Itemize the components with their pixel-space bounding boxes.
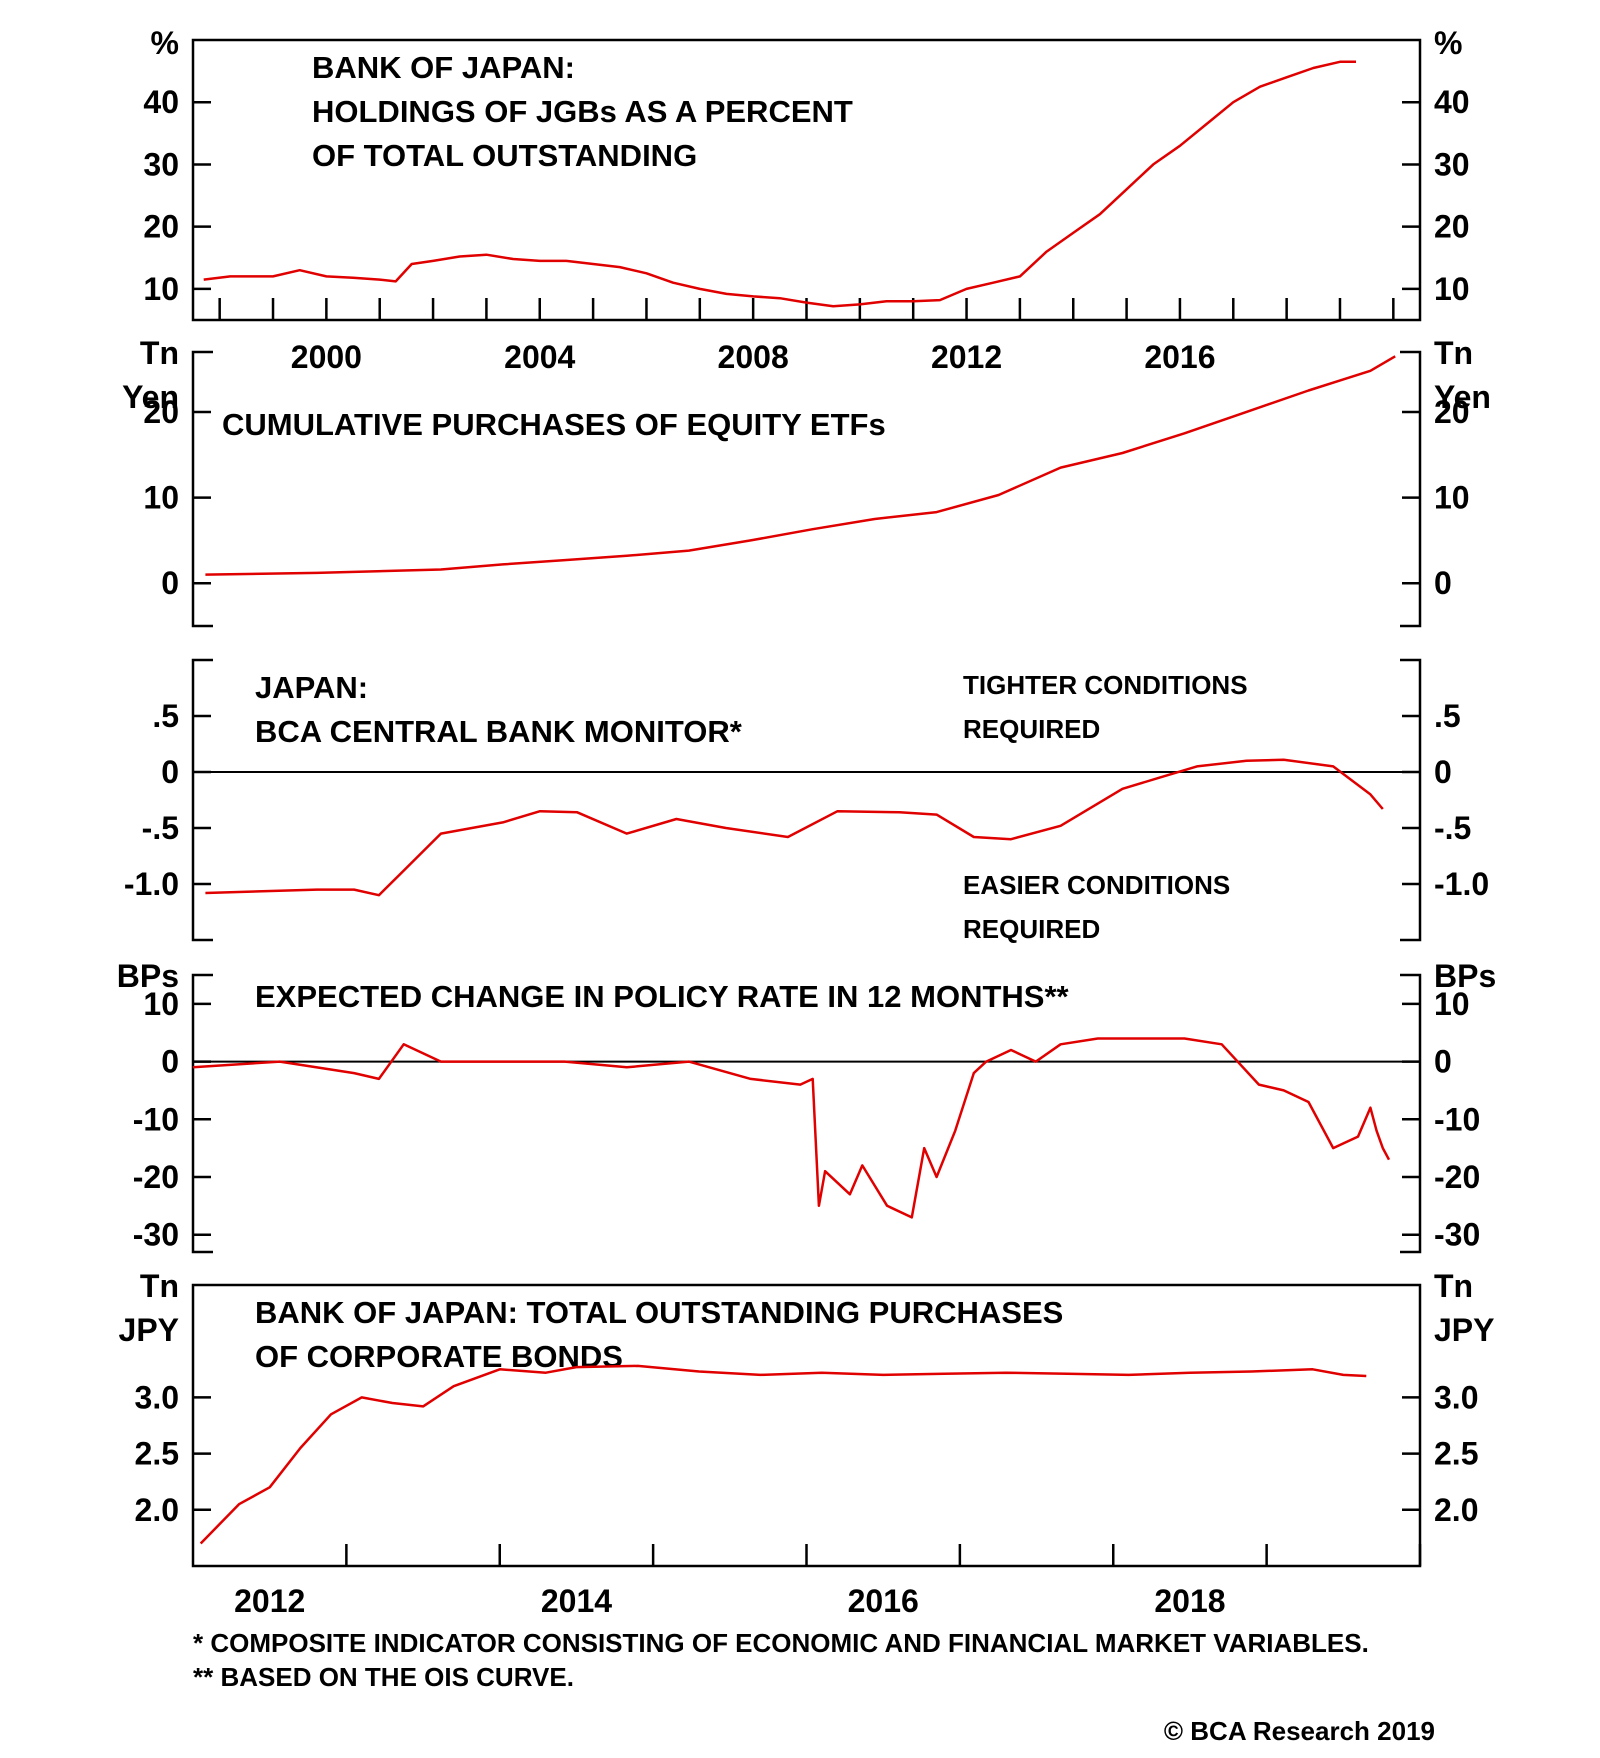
y-unit-label-right: Tn (1434, 335, 1473, 371)
y-tick-label-right: 10 (1434, 480, 1470, 516)
y-tick-label-right: 10 (1434, 271, 1470, 307)
y-unit-label-right: BPs (1434, 958, 1496, 994)
y-unit-label-left: Tn (140, 335, 179, 371)
chart-title: CUMULATIVE PURCHASES OF EQUITY ETFs (222, 407, 886, 442)
panel-3-frame (191, 658, 1422, 942)
x-tick-label: 2000 (291, 339, 362, 375)
y-unit-label-right: Yen (1434, 379, 1491, 415)
panel-3: .5 .5 0 0 -.5 -.5 -1.0 -1.0 JAPAN: BCA CENTRAL BA… (124, 658, 1489, 944)
y-tick-label-right: 0 (1434, 1044, 1452, 1080)
panel-2: 0 0 10 10 20 20 Tn Tn Yen Yen CUMULATIVE PURCHASES… (122, 335, 1491, 628)
y-tick-label-right: -20 (1434, 1159, 1480, 1195)
y-tick-label-right: 2.0 (1434, 1492, 1478, 1528)
credit-text: © BCA Research 2019 (1164, 1716, 1435, 1746)
y-tick-label-left: 3.0 (135, 1379, 179, 1415)
y-tick-label-right: 30 (1434, 146, 1470, 182)
y-unit-label-right: Tn (1434, 1268, 1473, 1304)
x-tick-label: 2012 (234, 1583, 305, 1619)
y-unit-label-left: BPs (117, 958, 179, 994)
left-bracket (191, 973, 213, 1254)
footnote: ** BASED ON THE OIS CURVE. (193, 1662, 574, 1692)
x-tick-label: 2016 (848, 1583, 919, 1619)
chart-title-line: OF TOTAL OUTSTANDING (312, 138, 697, 173)
y-unit-label-left: % (151, 25, 179, 61)
series-line (203, 60, 1356, 308)
y-tick-label-right: -1.0 (1434, 866, 1489, 902)
y-unit-label-left: Tn (140, 1268, 179, 1304)
y-tick-label-left: -30 (133, 1217, 179, 1253)
y-tick-label-right: 20 (1434, 394, 1470, 430)
y-tick-label-right: 0 (1434, 565, 1452, 601)
y-tick-label-right: 20 (1434, 209, 1470, 245)
series-line (205, 355, 1396, 576)
right-bracket (1400, 973, 1422, 1254)
y-tick-label-left: .5 (152, 698, 179, 734)
y-tick-label-left: 0 (161, 754, 179, 790)
y-tick-label-left: 20 (143, 209, 179, 245)
y-tick-label-left: -20 (133, 1159, 179, 1195)
x-tick-label: 2004 (504, 339, 575, 375)
x-tick-label: 2008 (718, 339, 789, 375)
right-bracket (1400, 350, 1422, 628)
y-tick-label-right: -.5 (1434, 810, 1471, 846)
chart-title-line: JAPAN: (255, 670, 368, 705)
y-tick-label-right: .5 (1434, 698, 1461, 734)
chart-title-line: BANK OF JAPAN: (312, 50, 575, 85)
panel-4: 10 10 0 0 -10 -10 -20 -20 -30 -30 BPs BPs EXPECTED C… (117, 958, 1496, 1254)
series-line (205, 758, 1384, 897)
y-unit-label-left: JPY (119, 1312, 179, 1348)
panel-2-frame (191, 350, 1422, 628)
left-bracket (191, 350, 213, 628)
y-tick-label-left: 10 (143, 271, 179, 307)
x-tick-label: 2014 (541, 1583, 612, 1619)
y-tick-label-left: 10 (143, 480, 179, 516)
y-unit-label-right: JPY (1434, 1312, 1494, 1348)
chart-title-line: HOLDINGS OF JGBs AS A PERCENT (312, 94, 853, 129)
y-tick-label-left: 2.5 (135, 1436, 179, 1472)
y-tick-label-left: 0 (161, 1044, 179, 1080)
chart-title: EXPECTED CHANGE IN POLICY RATE IN 12 MON… (255, 979, 1070, 1014)
y-tick-label-left: -1.0 (124, 866, 179, 902)
y-tick-label-left: 0 (161, 565, 179, 601)
y-tick-label-left: 2.0 (135, 1492, 179, 1528)
y-tick-label-right: 3.0 (1434, 1379, 1478, 1415)
y-tick-label-left: 10 (143, 986, 179, 1022)
y-tick-label-left: -.5 (142, 810, 179, 846)
annotation-tighter: REQUIRED (963, 714, 1100, 744)
annotation-easier: REQUIRED (963, 914, 1100, 944)
y-tick-label-right: -30 (1434, 1217, 1480, 1253)
y-tick-label-left: 30 (143, 146, 179, 182)
series-line (192, 1037, 1391, 1219)
annotation-easier: EASIER CONDITIONS (963, 870, 1230, 900)
chart-title-line: OF CORPORATE BONDS (255, 1339, 623, 1374)
panel-4-frame (191, 973, 1422, 1254)
footnote: * COMPOSITE INDICATOR CONSISTING OF ECON… (193, 1628, 1369, 1658)
y-unit-label-right: % (1434, 25, 1462, 61)
y-tick-label-left: -10 (133, 1101, 179, 1137)
y-tick-label-left: 20 (143, 394, 179, 430)
right-bracket (1400, 658, 1422, 942)
y-tick-label-right: -10 (1434, 1101, 1480, 1137)
x-tick-label: 2018 (1154, 1583, 1225, 1619)
series-line (199, 1364, 1367, 1545)
panel-5: 3.0 3.0 2.5 2.5 2.0 2.0 Tn Tn JPY JPY BANK OF JAPA… (119, 1268, 1495, 1619)
annotation-tighter: TIGHTER CONDITIONS (963, 670, 1248, 700)
panel-1: 10 10 20 20 30 30 40 40% % BANK OF JAPAN: HOLDINGS… (143, 25, 1469, 375)
chart-title-line: BANK OF JAPAN: TOTAL OUTSTANDING PURCHAS… (255, 1295, 1063, 1330)
y-tick-label-right: 40 (1434, 84, 1470, 120)
left-bracket (191, 658, 213, 942)
y-unit-label-left: Yen (122, 379, 179, 415)
x-tick-label: 2012 (931, 339, 1002, 375)
chart-title-line: BCA CENTRAL BANK MONITOR* (255, 714, 743, 749)
y-tick-label-right: 10 (1434, 986, 1470, 1022)
x-tick-label: 2016 (1144, 339, 1215, 375)
y-tick-label-right: 2.5 (1434, 1436, 1478, 1472)
y-tick-label-right: 0 (1434, 754, 1452, 790)
y-tick-label-left: 40 (143, 84, 179, 120)
